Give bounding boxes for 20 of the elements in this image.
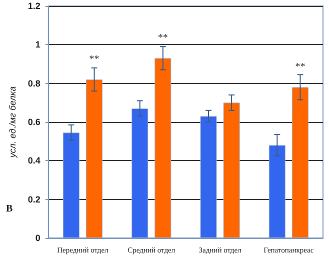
bar (132, 108, 148, 238)
y-tick-label: 0.6 (28, 117, 40, 127)
y-tick-label: 0.4 (28, 156, 40, 166)
y-tick-label: 0.2 (28, 194, 40, 204)
y-axis-title: усл. ед./мг белка (8, 86, 18, 159)
y-tick-label: 1.2 (28, 1, 40, 11)
bar (86, 79, 103, 238)
annotation: ** (89, 54, 100, 65)
text: В (6, 204, 13, 214)
annotation: ** (295, 62, 306, 73)
bar (223, 102, 240, 238)
annotation: ** (158, 32, 168, 44)
bar (292, 87, 308, 238)
y-tick-label: 0.8 (28, 78, 40, 88)
y-tick-label: 1 (35, 40, 40, 50)
y-tick-label: 0 (35, 233, 40, 243)
bar (154, 58, 172, 238)
bar (62, 132, 80, 238)
bar (200, 116, 217, 238)
bar (268, 145, 286, 238)
